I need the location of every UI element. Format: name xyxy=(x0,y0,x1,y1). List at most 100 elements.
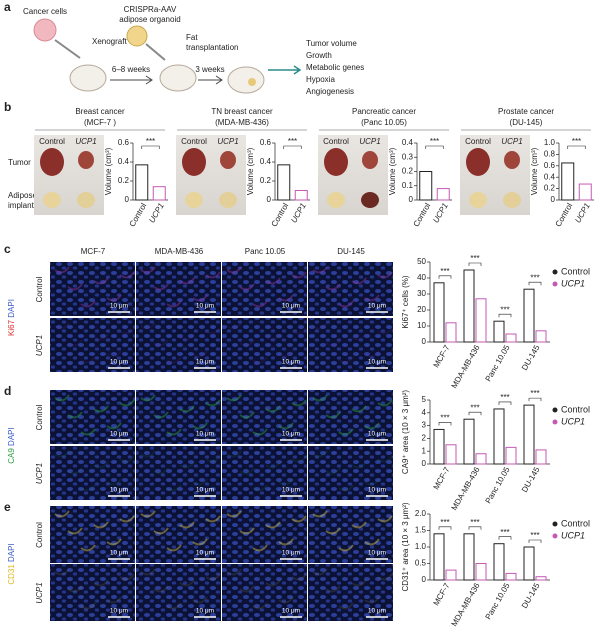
y-tick-label: 30 xyxy=(417,289,426,298)
cancer-name: Pancreatic cancer xyxy=(352,107,416,116)
bar xyxy=(523,546,535,581)
stain-signal xyxy=(166,544,182,552)
bar xyxy=(445,569,457,581)
cell-line: MDA-MB-436 xyxy=(155,247,204,256)
bar xyxy=(152,186,166,201)
stain-signal xyxy=(325,411,341,419)
significance: *** xyxy=(288,137,297,146)
stain-signal xyxy=(54,568,70,576)
bar xyxy=(475,453,487,465)
stain-signal xyxy=(252,602,268,610)
adipose xyxy=(219,192,237,208)
stain-signal xyxy=(205,455,221,463)
x-tick-label: MDA-MB-436 xyxy=(450,343,482,390)
legend-label: UCP1 xyxy=(561,530,585,540)
bar xyxy=(505,446,517,465)
significance: *** xyxy=(440,267,449,276)
bar xyxy=(535,576,547,581)
micrograph xyxy=(308,262,393,316)
tumor xyxy=(362,151,378,169)
x-tick-label: DU-145 xyxy=(520,465,542,494)
stain-signal xyxy=(54,450,70,458)
adipose xyxy=(43,192,61,208)
stain-signal xyxy=(312,568,328,576)
cancer-name: TN breast cancer xyxy=(211,107,273,116)
scale-label: 10 μm xyxy=(368,359,386,366)
scale-label: 10 μm xyxy=(196,487,214,494)
scale-label: 10 μm xyxy=(110,487,128,494)
legend-label: UCP1 xyxy=(561,278,585,288)
row-label: UCP1 xyxy=(35,582,44,603)
bar xyxy=(523,404,535,465)
stain-signal xyxy=(278,422,294,430)
stain-signal xyxy=(140,568,156,576)
stain-signal xyxy=(205,573,221,581)
micrograph xyxy=(308,506,393,563)
stain-signal xyxy=(351,333,367,341)
stain-signal xyxy=(312,510,328,518)
row-label: implant xyxy=(8,201,35,210)
legend-marker xyxy=(552,269,558,275)
scale-label: 10 μm xyxy=(110,431,128,438)
y-tick-label: 1.5 xyxy=(415,526,427,535)
micrograph xyxy=(308,318,393,372)
bar xyxy=(463,418,475,465)
stain-signal xyxy=(67,585,83,593)
readout: Growth xyxy=(306,51,332,60)
stain-signal xyxy=(291,455,307,463)
stain-signal xyxy=(192,350,208,358)
x-tick-label: DU-145 xyxy=(520,581,542,610)
stain-signal xyxy=(166,428,182,436)
tumor xyxy=(40,148,64,176)
stain-signal xyxy=(265,461,281,469)
stain-signal xyxy=(351,521,367,529)
y-tick-label: 0.6 xyxy=(260,138,272,147)
x-tick-label: DU-145 xyxy=(520,343,542,372)
bar xyxy=(463,269,475,343)
bar xyxy=(523,288,535,343)
stain-signal xyxy=(364,596,380,604)
significance: *** xyxy=(470,518,479,527)
stain-signal xyxy=(93,461,109,469)
photo-column: Control xyxy=(323,137,349,146)
stain-signal xyxy=(325,283,341,291)
legend-label: Control xyxy=(561,404,590,414)
readout: Tumor volume xyxy=(306,39,357,48)
bar xyxy=(277,164,291,201)
bar xyxy=(135,164,149,201)
legend-marker xyxy=(552,407,558,413)
scale-label: 10 μm xyxy=(368,303,386,310)
readout: Hypoxia xyxy=(306,75,335,84)
stain-signal xyxy=(80,602,96,610)
micrograph xyxy=(222,506,307,563)
row-label: UCP1 xyxy=(35,463,44,484)
stain-signal xyxy=(54,510,70,518)
x-tick-label: UCP1 xyxy=(573,202,591,225)
stain-signal xyxy=(140,394,156,402)
significance: *** xyxy=(430,137,439,146)
sig-bracket xyxy=(567,145,586,149)
stain-signal xyxy=(80,356,96,364)
stain-signal xyxy=(338,602,354,610)
bar xyxy=(535,449,547,465)
significance: *** xyxy=(500,305,509,314)
stain-signal xyxy=(377,515,393,523)
stain: Ki67 xyxy=(7,319,16,336)
stain-signal xyxy=(67,411,83,419)
stain-signal xyxy=(278,478,294,486)
scale-label: 10 μm xyxy=(196,359,214,366)
stain-signal xyxy=(106,294,122,302)
stain-signal xyxy=(179,579,195,587)
y-tick-label: 0.2 xyxy=(118,176,130,185)
y-tick-label: 0 xyxy=(125,195,130,204)
stain-signal xyxy=(54,322,70,330)
stain-signal xyxy=(80,428,96,436)
y-tick-label: 0.4 xyxy=(118,157,130,166)
stain-signal xyxy=(106,422,122,430)
stain-label: CD31 DAPI xyxy=(7,543,16,584)
stain-signal xyxy=(252,428,268,436)
stain-signal xyxy=(226,510,242,518)
stain-signal xyxy=(312,450,328,458)
tumor xyxy=(324,148,348,176)
schematic-text: 3 weeks xyxy=(195,65,224,74)
